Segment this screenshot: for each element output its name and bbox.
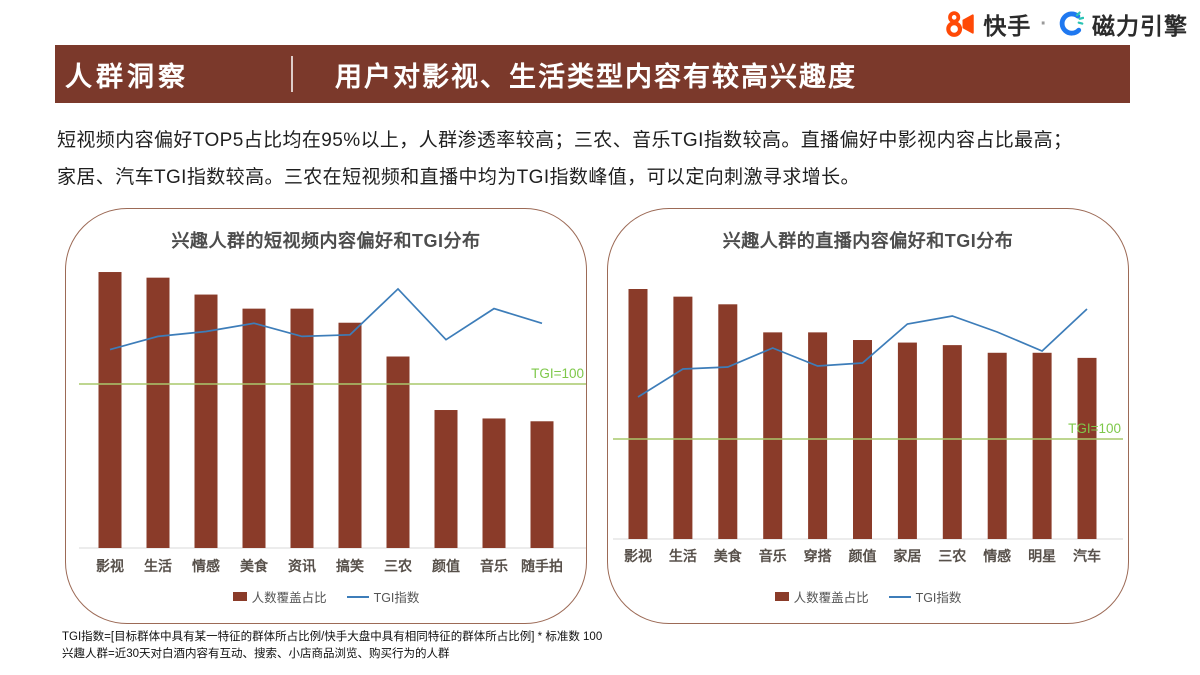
- bar-搞笑: [338, 322, 362, 548]
- bar-影视: [628, 289, 648, 539]
- x-axis-label-音乐: 音乐: [759, 548, 787, 564]
- x-axis-label-汽车: 汽车: [1073, 548, 1101, 564]
- bar-颜值: [434, 410, 458, 548]
- bar-series-label: 人数覆盖占比: [251, 591, 327, 605]
- section-tag: 人群洞察: [65, 61, 189, 92]
- bar-series-label: 人数覆盖占比: [793, 591, 869, 605]
- x-axis-label-资讯: 资讯: [288, 558, 316, 574]
- chart-legend: 人数覆盖占比 TGI指数: [66, 587, 586, 606]
- x-axis-label-颜值: 颜值: [849, 548, 877, 564]
- kuaishou-logo-icon: [945, 10, 975, 38]
- bar-生活: [146, 277, 170, 548]
- x-axis-label-情感: 情感: [192, 558, 220, 574]
- header-bar: 人群洞察 用户对影视、生活类型内容有较高兴趣度: [55, 45, 1130, 103]
- legend-item-line: TGI指数: [888, 587, 962, 606]
- x-axis-label-情感: 情感: [983, 548, 1011, 564]
- chart-legend: 人数覆盖占比 TGI指数: [608, 587, 1128, 606]
- x-axis-label-穿搭: 穿搭: [804, 548, 833, 564]
- x-axis-label-影视: 影视: [96, 558, 124, 574]
- intro-line-2: 家居、汽车TGI指数较高。三农在短视频和直播中均为TGI指数峰值，可以定向刺激寻…: [57, 167, 860, 188]
- tgi-100-label: TGI=100: [531, 366, 584, 381]
- bar-穿搭: [808, 332, 828, 539]
- legend-item-bar: 人数覆盖占比: [774, 587, 869, 606]
- intro-paragraph: 短视频内容偏好TOP5占比均在95%以上，人群渗透率较高；三农、音乐TGI指数较…: [57, 122, 1157, 196]
- footnote-line-2: 兴趣人群=近30天对白酒内容有互动、搜索、小店商品浏览、购买行为的人群: [62, 648, 450, 660]
- x-axis-label-家居: 家居: [893, 548, 921, 564]
- bar-资讯: [290, 308, 314, 548]
- tgi-index-line: [109, 287, 543, 351]
- bar-情感: [987, 352, 1007, 539]
- bar-明星: [1032, 352, 1052, 539]
- tgi-index-line: [637, 308, 1088, 398]
- x-axis-label-生活: 生活: [669, 548, 697, 564]
- x-axis-label-美食: 美食: [240, 558, 269, 574]
- bar-美食: [242, 308, 266, 548]
- bar-音乐: [482, 418, 506, 548]
- bar-音乐: [763, 332, 783, 539]
- logo-separator: ·: [1040, 12, 1047, 35]
- x-axis-label-颜值: 颜值: [432, 558, 460, 574]
- bar-情感: [194, 294, 218, 548]
- legend-item-line: TGI指数: [346, 587, 420, 606]
- line-series-swatch: [346, 595, 369, 598]
- line-series-swatch: [888, 595, 911, 598]
- x-axis-label-音乐: 音乐: [480, 558, 508, 574]
- x-axis-label-美食: 美食: [714, 548, 743, 564]
- line-series-label: TGI指数: [915, 591, 962, 605]
- x-axis-label-影视: 影视: [624, 548, 652, 564]
- intro-line-1: 短视频内容偏好TOP5占比均在95%以上，人群渗透率较高；三农、音乐TGI指数较…: [57, 130, 1073, 151]
- line-series-label: TGI指数: [373, 591, 420, 605]
- tgi-100-label: TGI=100: [1068, 421, 1121, 436]
- kuaishou-wordmark: 快手: [983, 13, 1032, 39]
- magnetic-engine-logo-icon: [1056, 10, 1084, 38]
- footnote: TGI指数=[目标群体中具有某一特征的群体所占比例/快手大盘中具有相同特征的群体…: [62, 629, 602, 663]
- header-divider: [291, 56, 293, 92]
- bar-汽车: [1077, 357, 1097, 539]
- bar-三农: [942, 345, 962, 539]
- brand-logo-row: 快手 · 磁力引擎: [945, 7, 1188, 41]
- x-axis-label-三农: 三农: [384, 558, 413, 574]
- bar-影视: [98, 272, 122, 548]
- legend-item-bar: 人数覆盖占比: [232, 587, 327, 606]
- chart-card-short-video: 兴趣人群的短视频内容偏好和TGI分布 影视 生活 情感 美食 资讯 搞笑 三农 颜值 音乐 随手拍…: [65, 208, 587, 624]
- live-chart: 影视 生活 美食 音乐 穿搭 颜值 家居 三农 情感 明星 汽车 TGI=100: [613, 289, 1123, 564]
- chart-card-live: 兴趣人群的直播内容偏好和TGI分布 影视 生活 美食 音乐 穿搭 颜值 家居 三农 情感 明星 汽车…: [607, 208, 1129, 624]
- bar-随手拍: [530, 421, 554, 548]
- bar-series-swatch: [774, 592, 789, 601]
- chart-title-live: 兴趣人群的直播内容偏好和TGI分布: [722, 231, 1014, 251]
- page-title: 用户对影视、生活类型内容有较高兴趣度: [335, 61, 857, 92]
- x-axis-label-明星: 明星: [1028, 548, 1056, 564]
- bar-美食: [718, 304, 738, 539]
- bar-家居: [897, 342, 917, 539]
- magnetic-engine-wordmark: 磁力引擎: [1092, 13, 1188, 39]
- chart-title-short-video: 兴趣人群的短视频内容偏好和TGI分布: [171, 231, 481, 251]
- short-video-chart: 影视 生活 情感 美食 资讯 搞笑 三农 颜值 音乐 随手拍 TGI=100: [79, 272, 586, 574]
- x-axis-label-随手拍: 随手拍: [521, 558, 563, 574]
- bar-三农: [386, 356, 410, 548]
- bar-生活: [673, 296, 693, 539]
- x-axis-label-搞笑: 搞笑: [336, 558, 364, 574]
- footnote-line-1: TGI指数=[目标群体中具有某一特征的群体所占比例/快手大盘中具有相同特征的群体…: [62, 631, 603, 643]
- bar-series-swatch: [232, 592, 247, 601]
- x-axis-label-三农: 三农: [938, 548, 967, 564]
- x-axis-label-生活: 生活: [144, 558, 172, 574]
